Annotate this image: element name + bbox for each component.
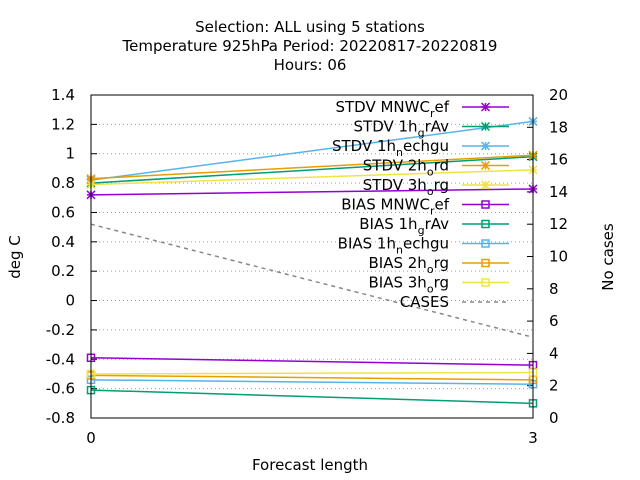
series-stdv-1h-nechgu: [86, 116, 538, 185]
y2-tick-label: 20: [549, 86, 568, 104]
legend-label: STDV MNWCref: [335, 98, 449, 120]
title-line-2: Temperature 925hPa Period: 20220817-2022…: [122, 37, 498, 55]
grid: [91, 123, 533, 390]
series-bias-mnwc-ref: [86, 353, 538, 370]
y2-tick-label: 18: [549, 118, 568, 136]
y-tick-label: -0.2: [46, 321, 75, 339]
y-tick-label: 0.8: [51, 174, 75, 192]
series-stdv-mnwc-ref: [86, 184, 538, 200]
series-lines: [86, 116, 538, 408]
legend-label: BIAS 2horg: [369, 254, 450, 276]
y-tick-label: 0.6: [51, 203, 75, 221]
legend-label: STDV 3horg: [363, 176, 449, 198]
legend-marker: [481, 258, 490, 268]
y-axis-label: deg C: [6, 235, 24, 279]
legend-marker: [481, 278, 490, 287]
legend-label: STDV 1hnechgu: [332, 137, 449, 159]
legend-entry: BIAS 2horg: [369, 254, 509, 276]
plot-frame: [90, 94, 534, 419]
x-axis-label: Forecast length: [252, 456, 368, 474]
title-line-3: Hours: 06: [274, 56, 347, 74]
series-line: [90, 169, 534, 186]
y2-tick-label: 14: [549, 183, 568, 201]
y2-tick-label: 0: [549, 409, 559, 427]
legend-marker: [480, 180, 491, 190]
legend-label: BIAS 3horg: [369, 274, 450, 296]
y-tick-label: 1: [65, 145, 75, 163]
series-line: [90, 154, 534, 180]
x-tick-label: 3: [528, 429, 538, 447]
legend-entry: CASES: [400, 293, 509, 311]
legend-entry: STDV MNWCref: [335, 98, 509, 120]
y-tick-label: -0.6: [46, 380, 75, 398]
y-tick-label: -0.8: [46, 409, 75, 427]
y-tick-label: 1.4: [51, 86, 75, 104]
y2-axis-label: No cases: [599, 223, 617, 291]
legend-marker: [481, 200, 490, 209]
legend-label: STDV 2hord: [363, 157, 449, 179]
legend-label: BIAS MNWCref: [341, 196, 449, 218]
legend-label: STDV 1hgrAv: [354, 118, 450, 140]
y2-tick-label: 6: [549, 312, 559, 330]
legend-label: CASES: [400, 293, 449, 311]
series-line: [90, 389, 534, 405]
legend-marker: [480, 141, 491, 151]
legend-entry: BIAS 1hgrAv: [359, 215, 509, 237]
legend-label: BIAS 1hgrAv: [359, 215, 449, 237]
y-tick-label: 0.4: [51, 233, 75, 251]
legend-label: BIAS 1hnechgu: [338, 235, 449, 257]
series-bias-1h-grav: [86, 385, 538, 408]
y2-tick-label: 2: [549, 377, 559, 395]
legend-marker: [480, 160, 491, 171]
series-line: [90, 357, 534, 366]
y-tick-label: 0.2: [51, 262, 75, 280]
x-tick-label: 0: [86, 429, 96, 447]
y2-tick-label: 16: [549, 151, 568, 169]
series-line: [90, 379, 534, 385]
y-tick-label: -0.4: [46, 350, 75, 368]
legend-entry: BIAS 3horg: [369, 274, 509, 296]
y2-tick-label: 4: [549, 344, 559, 362]
legend-entry: BIAS 1hnechgu: [338, 235, 509, 257]
series-line: [90, 188, 534, 196]
y-tick-label: 1.2: [51, 115, 75, 133]
legend-entry: STDV 2hord: [363, 157, 509, 179]
legend-marker: [481, 219, 490, 229]
legend-marker: [480, 121, 491, 132]
y-axis-ticks: 1.4 1.2 1 0.8 0.6 0.4 0.2 0 -0.2 -0.4 -0.6 -0.8: [46, 86, 97, 427]
legend-marker: [480, 102, 491, 112]
series-cases: [90, 223, 534, 338]
chart-title: Selection: ALL using 5 stations Temperat…: [122, 18, 498, 74]
legend-entry: BIAS MNWCref: [341, 196, 509, 218]
y-tick-label: 0: [65, 292, 75, 310]
series-line: [90, 374, 534, 381]
title-line-1: Selection: ALL using 5 stations: [195, 18, 425, 36]
series-line: [90, 120, 534, 181]
series-line: [90, 223, 534, 338]
legend-entry: STDV 1hgrAv: [354, 118, 509, 140]
legend-entry: STDV 1hnechgu: [332, 137, 509, 159]
legend-entry: STDV 3horg: [363, 176, 509, 198]
y2-tick-label: 8: [549, 280, 559, 298]
series-line: [90, 155, 534, 184]
y2-tick-label: 10: [549, 248, 568, 266]
y2-tick-label: 12: [549, 215, 568, 233]
legend-marker: [481, 239, 490, 248]
series-line: [90, 371, 534, 375]
